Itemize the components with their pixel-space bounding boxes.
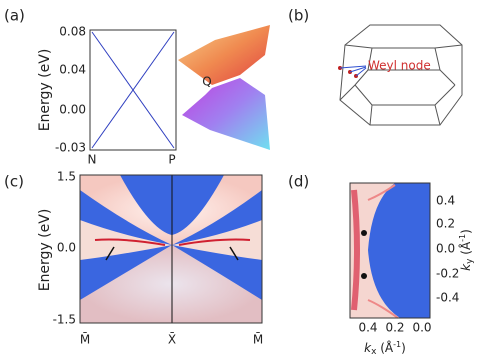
- x-tick-label: M̄: [253, 332, 263, 346]
- weyl-point: [361, 273, 367, 279]
- x-tick-label: 0.4: [358, 321, 377, 335]
- y-tick-label: 0.2: [436, 217, 455, 231]
- y-tick-label: 0.0: [57, 241, 76, 255]
- subscript: y: [465, 258, 475, 264]
- unit: (Å: [458, 241, 473, 258]
- subscript: x: [371, 347, 377, 357]
- y-axis-label: ky (Å-1): [458, 229, 475, 271]
- y-axis-label: Energy (eV): [37, 49, 53, 132]
- x-tick-label: M̄: [80, 332, 90, 346]
- x-tick-label: N: [88, 153, 97, 167]
- y-tick-label: 0.08: [59, 25, 86, 39]
- y-tick-label: -0.4: [436, 291, 459, 305]
- y-axis-label: Energy (eV): [37, 209, 53, 292]
- y-tick-label: 0.00: [59, 103, 86, 117]
- annotation: Weyl node: [368, 59, 431, 73]
- weyl-point: [361, 230, 367, 236]
- x-tick-label: P: [168, 153, 175, 167]
- y-tick-label: -1.5: [53, 313, 76, 327]
- exponent: -1: [393, 340, 401, 349]
- symbol: k: [459, 263, 473, 271]
- y-tick-label: 0.0: [436, 242, 455, 256]
- x-tick-label: X̄: [168, 332, 176, 346]
- point-label: Q: [202, 75, 211, 89]
- y-tick-label: -0.2: [436, 267, 459, 281]
- y-tick-label: 1.5: [57, 170, 76, 184]
- y-tick-label: -0.03: [55, 141, 86, 155]
- fermi-surface-map: [349, 182, 431, 319]
- panel-label: (a): [4, 7, 25, 25]
- close: ): [459, 229, 473, 234]
- upper-surface: [178, 25, 270, 85]
- band-lines: [91, 31, 175, 149]
- panel-label: (c): [4, 173, 24, 191]
- x-tick-label: 0.0: [412, 321, 431, 335]
- x-axis-label: kx (Å-1): [364, 340, 406, 357]
- y-tick-label: 0.04: [59, 63, 86, 77]
- close: ): [401, 341, 406, 355]
- exponent: -1: [458, 234, 467, 242]
- panel-label: (b): [288, 7, 309, 25]
- brillouin-zone: [339, 24, 463, 126]
- y-tick-label: 0.4: [436, 194, 455, 208]
- panel-label: (d): [288, 173, 309, 191]
- unit: (Å: [376, 340, 393, 355]
- symbol: k: [364, 341, 372, 355]
- spectral-map: [79, 174, 263, 324]
- x-tick-label: 0.2: [385, 321, 404, 335]
- lower-surface: [182, 78, 270, 150]
- pointer: [339, 65, 367, 77]
